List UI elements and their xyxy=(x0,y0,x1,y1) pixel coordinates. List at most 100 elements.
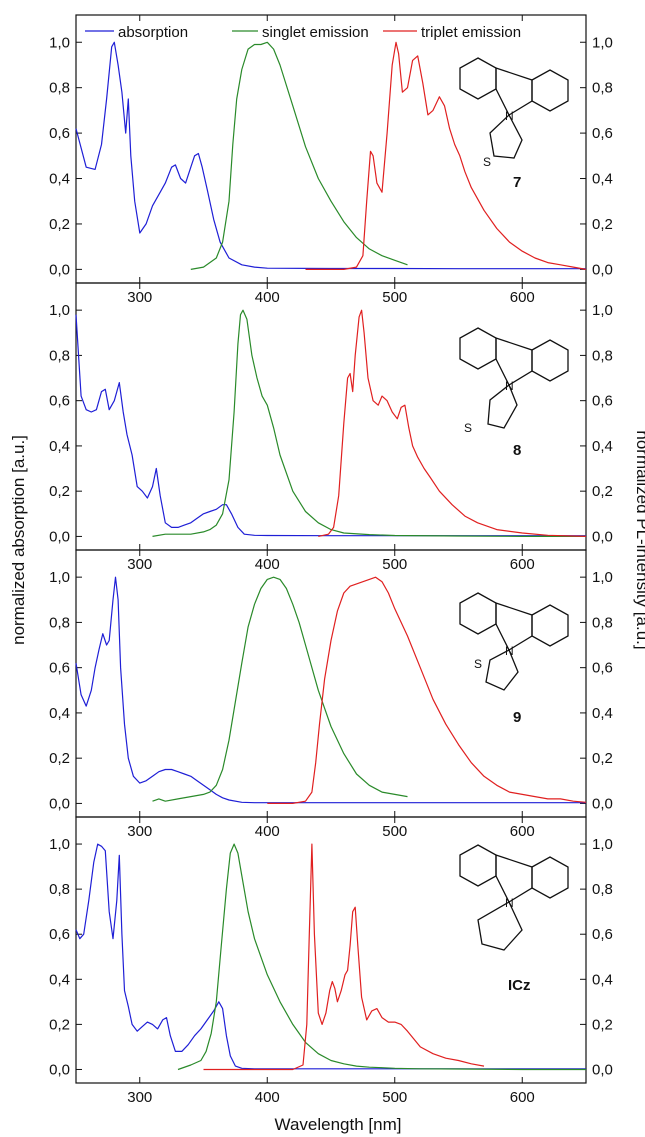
y-tick-label-right: 0,2 xyxy=(592,750,613,767)
y-tick-label-right: 0,2 xyxy=(592,216,613,233)
y-tick-label-right: 0,2 xyxy=(592,1016,613,1033)
series-line-singlet-emission xyxy=(190,41,408,270)
x-tick-label: 500 xyxy=(382,1089,407,1106)
y-axis-title-right: normalized PL-intensity [a.u.] xyxy=(633,430,645,649)
y-tick-label-right: 0,8 xyxy=(592,347,613,364)
y-tick-label-right: 0,8 xyxy=(592,80,613,97)
x-tick-label: 600 xyxy=(510,1089,535,1106)
plot-area-7: 0,0 0,0 0,2 0,2 0,4 0,4 0,6 0,6 0,8 0,8 1,0 1,0 300 4… xyxy=(49,14,613,306)
y-tick-label-right: 1,0 xyxy=(592,302,613,319)
y-axis-title-left: normalized absorption [a.u.] xyxy=(9,435,28,645)
nitrogen-atom: N xyxy=(505,644,514,658)
y-tick-label-left: 0,2 xyxy=(49,750,70,767)
x-axis-title: Wavelength [nm] xyxy=(275,1115,402,1134)
y-tick-label-left: 0,8 xyxy=(49,80,70,97)
y-tick-label-left: 1,0 xyxy=(49,569,70,586)
x-tick-label: 400 xyxy=(255,289,280,306)
x-tick-label: 300 xyxy=(127,1089,152,1106)
y-tick-label-left: 1,0 xyxy=(49,302,70,319)
y-tick-label-right: 0,6 xyxy=(592,926,613,943)
y-tick-label-left: 0,0 xyxy=(49,528,70,545)
legend: absorption singlet emission triplet emis… xyxy=(85,24,521,41)
series-line-triplet-emission xyxy=(318,309,587,537)
molecule-7-structure: S N xyxy=(459,57,569,169)
plot-frame xyxy=(75,816,587,1084)
series-line-absorption xyxy=(75,314,586,537)
x-tick-label: 400 xyxy=(255,1089,280,1106)
y-tick-label-left: 0,0 xyxy=(49,261,70,278)
nitrogen-atom: N xyxy=(505,109,514,123)
x-tick-label: 300 xyxy=(127,823,152,840)
panel-compound-7: absorption singlet emission triplet emis… xyxy=(85,24,569,191)
series-line-triplet-emission xyxy=(203,843,485,1071)
x-tick-label: 500 xyxy=(382,823,407,840)
legend-absorption-label: absorption xyxy=(118,24,188,41)
y-tick-label-right: 0,0 xyxy=(592,528,613,545)
y-tick-label-right: 0,8 xyxy=(592,881,613,898)
sulfur-atom: S xyxy=(483,155,491,169)
series-line-triplet-emission xyxy=(305,41,587,270)
series-line-singlet-emission xyxy=(152,576,408,802)
y-tick-label-left: 0,6 xyxy=(49,660,70,677)
x-tick-label: 600 xyxy=(510,289,535,306)
molecule-8-structure: S N xyxy=(459,327,569,435)
y-tick-label-left: 0,2 xyxy=(49,216,70,233)
y-tick-label-left: 0,4 xyxy=(49,171,70,188)
legend-singlet-label: singlet emission xyxy=(262,24,369,41)
sulfur-atom: S xyxy=(464,421,472,435)
compound-label: ICz xyxy=(508,977,531,994)
series-line-absorption xyxy=(75,843,586,1070)
chart-layer: 0,0 0,0 0,2 0,2 0,4 0,4 0,6 0,6 0,8 0,8 1,0 1,0 300 4… xyxy=(49,14,613,1106)
nitrogen-atom: N xyxy=(505,379,514,393)
y-tick-label-left: 0,4 xyxy=(49,705,70,722)
plot-area-ICz: 0,0 0,0 0,2 0,2 0,4 0,4 0,6 0,6 0,8 0,8 1,0 1,0 300 4… xyxy=(49,816,613,1106)
y-tick-label-right: 0,6 xyxy=(592,660,613,677)
y-tick-label-left: 0,8 xyxy=(49,614,70,631)
x-tick-label: 600 xyxy=(510,823,535,840)
y-tick-label-left: 0,8 xyxy=(49,347,70,364)
series-line-absorption xyxy=(75,576,586,804)
y-tick-label-left: 0,6 xyxy=(49,926,70,943)
y-tick-label-right: 0,0 xyxy=(592,1061,613,1078)
y-tick-label-left: 0,4 xyxy=(49,438,70,455)
y-tick-label-right: 1,0 xyxy=(592,569,613,586)
series-line-singlet-emission xyxy=(152,309,586,538)
panel-compound-9: S N 9 xyxy=(459,592,569,726)
compound-label: 9 xyxy=(513,709,521,726)
series-line-absorption xyxy=(75,41,586,270)
y-tick-label-right: 0,4 xyxy=(592,171,613,188)
y-tick-label-right: 0,4 xyxy=(592,705,613,722)
x-tick-label: 400 xyxy=(255,556,280,573)
x-tick-label: 500 xyxy=(382,289,407,306)
y-tick-label-right: 0,0 xyxy=(592,795,613,812)
y-tick-label-left: 0,0 xyxy=(49,1061,70,1078)
series-line-triplet-emission xyxy=(267,576,587,805)
y-tick-label-left: 0,8 xyxy=(49,881,70,898)
x-tick-label: 500 xyxy=(382,556,407,573)
y-tick-label-right: 0,0 xyxy=(592,261,613,278)
panel-compound-ICz: N ICz xyxy=(459,844,569,994)
y-tick-label-left: 1,0 xyxy=(49,34,70,51)
nitrogen-atom: N xyxy=(505,896,514,910)
compound-label: 8 xyxy=(513,442,521,459)
compound-label: 7 xyxy=(513,174,521,191)
y-tick-label-left: 0,2 xyxy=(49,1016,70,1033)
y-tick-label-right: 0,4 xyxy=(592,971,613,988)
y-tick-label-right: 0,6 xyxy=(592,125,613,142)
y-tick-label-left: 0,6 xyxy=(49,393,70,410)
x-tick-label: 600 xyxy=(510,556,535,573)
y-tick-label-left: 0,6 xyxy=(49,125,70,142)
sulfur-atom: S xyxy=(474,657,482,671)
y-tick-label-left: 0,4 xyxy=(49,971,70,988)
y-tick-label-right: 0,2 xyxy=(592,483,613,500)
plot-frame xyxy=(75,282,587,551)
molecule-ICz-structure: N xyxy=(459,844,569,951)
plot-area-8: 0,0 0,0 0,2 0,2 0,4 0,4 0,6 0,6 0,8 0,8 1,0 1,0 300 4… xyxy=(49,282,613,573)
y-tick-label-left: 1,0 xyxy=(49,836,70,853)
y-tick-label-left: 0,0 xyxy=(49,795,70,812)
y-tick-label-right: 0,4 xyxy=(592,438,613,455)
y-tick-label-right: 0,8 xyxy=(592,614,613,631)
series-line-singlet-emission xyxy=(177,843,586,1071)
y-tick-label-right: 1,0 xyxy=(592,34,613,51)
